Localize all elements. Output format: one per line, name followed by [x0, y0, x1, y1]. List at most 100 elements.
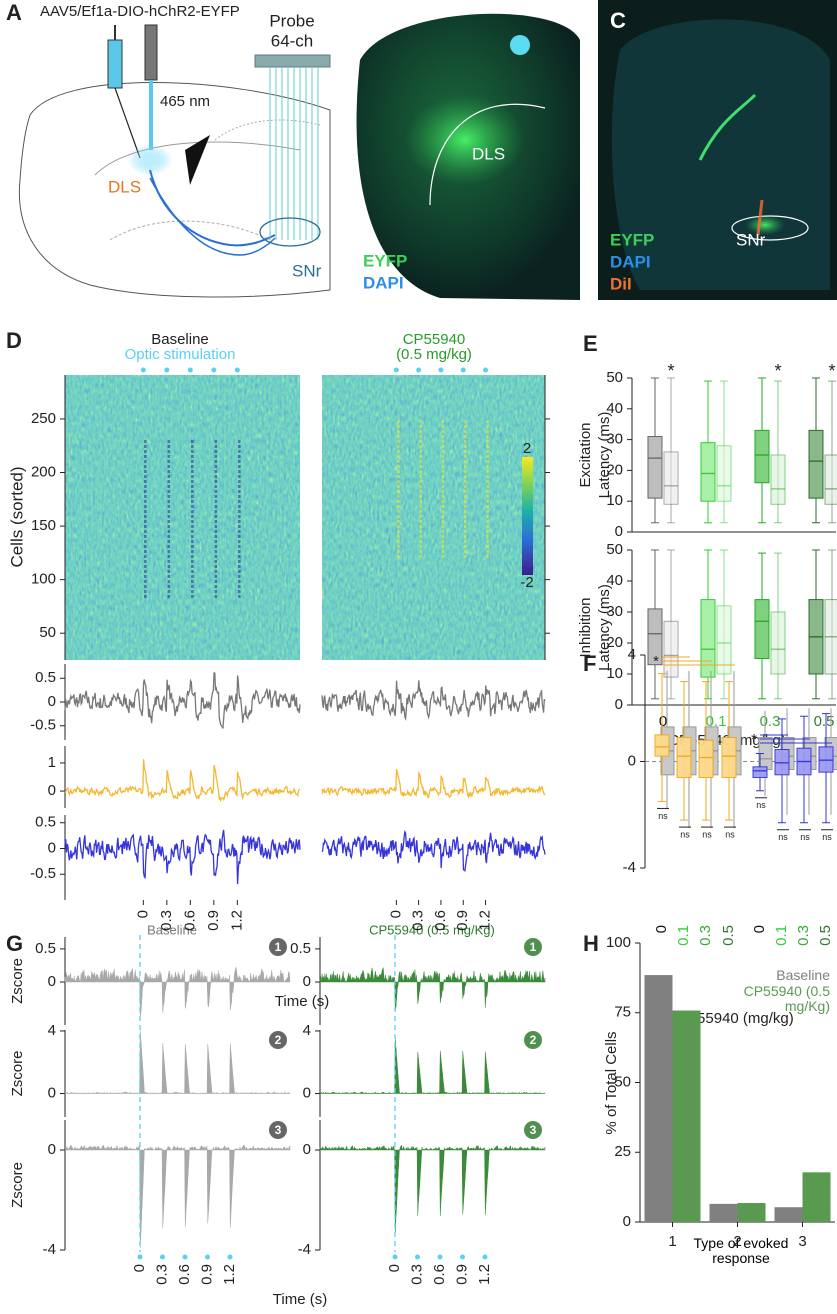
x-tick-label: 0.6: [176, 1264, 193, 1285]
y-tick-label: 100: [31, 571, 56, 588]
probe-label: Probe: [269, 11, 314, 30]
x-tick-label: 1.2: [228, 910, 245, 931]
y-tick-label: 30: [606, 603, 623, 620]
y-tick-label: 0.5: [290, 940, 311, 957]
stim-dot: [182, 1254, 188, 1260]
column-subtitle: (0.5 mg/kg): [396, 346, 472, 363]
box: [752, 766, 768, 778]
x-tick-label: 0.1: [773, 925, 790, 946]
trace: [321, 829, 546, 873]
badge: [269, 1121, 287, 1139]
stim-dot: [211, 367, 217, 373]
badge-label: 3: [530, 1123, 537, 1137]
significance-star: *: [774, 361, 781, 381]
stain-label: EYFP: [610, 230, 654, 249]
trace: [64, 829, 301, 885]
y-axis-label: Inhibition: [577, 597, 594, 657]
ns-label: ns: [658, 811, 668, 821]
badge: [524, 1031, 542, 1049]
column-title: Baseline: [147, 922, 197, 937]
y-tick-label: 0.5: [35, 669, 56, 686]
box: [698, 739, 714, 778]
box: [721, 737, 737, 778]
x-tick-label: 0.9: [454, 910, 471, 931]
stim-dot: [392, 1254, 398, 1260]
ns-label: ns: [822, 832, 832, 842]
y-tick-label: 0: [48, 782, 56, 799]
stim-dot: [140, 367, 146, 373]
stim-dot: [483, 367, 489, 373]
region-label: DLS: [108, 177, 141, 196]
box: [808, 429, 824, 499]
y-tick-label: 10: [606, 492, 623, 509]
trace-area: [64, 1144, 291, 1248]
bar: [709, 1203, 738, 1222]
histology-image: [598, 0, 837, 300]
trace-area: [319, 967, 546, 1011]
x-tick-label: 0.6: [181, 910, 198, 931]
y-tick-label: -4: [623, 859, 636, 876]
schematic: [18, 24, 331, 298]
y-tick-label: 0: [623, 1213, 631, 1230]
legend-entry-box: Baseline: [776, 968, 830, 983]
panel-letter: B: [357, 8, 373, 33]
stim-dot: [187, 367, 193, 373]
trace: [321, 680, 546, 722]
virus-label: AAV5/Ef1a-DIO-hChR2-EYFP: [40, 3, 240, 20]
y-tick-label: 50: [606, 541, 623, 558]
legend-entry: CP55940 (0.5 mg/Kg): [743, 984, 830, 1014]
stain-label: EYFP: [363, 251, 407, 270]
y-tick-label: 0: [303, 1084, 311, 1101]
panel-letter: D: [6, 328, 22, 353]
box: [676, 737, 692, 778]
x-tick-label: 2: [733, 1233, 741, 1250]
trace: [64, 672, 301, 729]
box: [818, 746, 834, 773]
stain-label: DAPI: [610, 252, 651, 271]
stain-label: DAPI: [363, 273, 404, 292]
x-tick-label: 0.3: [153, 1264, 170, 1285]
box: [716, 445, 732, 502]
y-axis-label: Latency (ms): [596, 412, 613, 499]
badge-label: 3: [275, 1123, 282, 1137]
y-tick-label: 150: [31, 517, 56, 534]
box: [716, 605, 732, 675]
x-tick-label: 0.3: [410, 910, 427, 931]
panel-letter: A: [6, 0, 22, 25]
y-tick-label: 0: [615, 696, 623, 713]
y-tick-label: 0: [48, 1141, 56, 1158]
light-label: 465 nm: [160, 93, 210, 110]
y-tick-label: 200: [31, 463, 56, 480]
box: [700, 599, 716, 678]
y-tick-label: 10: [606, 665, 623, 682]
y-tick-label: -4: [298, 1241, 311, 1258]
stim-dot: [393, 367, 399, 373]
heatmap: [65, 375, 300, 660]
probe-label: 64-ch: [271, 31, 314, 50]
column-title: CP55940: [403, 331, 466, 348]
x-tick-label: 0: [387, 910, 404, 918]
box: [663, 620, 679, 678]
x-tick-label: 0: [134, 910, 151, 918]
y-tick-label: 4: [628, 646, 636, 663]
stim-dot: [437, 1254, 443, 1260]
trace: [321, 768, 546, 799]
y-tick-label: 20: [606, 461, 623, 478]
x-tick-label: 0: [131, 1264, 148, 1272]
badge-label: 2: [275, 1033, 282, 1047]
x-tick-label: 0: [659, 713, 667, 730]
box: [663, 451, 679, 505]
trace-area: [64, 967, 291, 1017]
x-axis-label: Time (s): [273, 1291, 327, 1308]
stim-dot: [227, 1254, 233, 1260]
y-tick-label: 0: [48, 1084, 56, 1101]
y-tick-label: 30: [606, 431, 623, 448]
stim-dot: [160, 1254, 165, 1260]
x-tick-label: 0.5: [720, 925, 737, 946]
trace-area: [64, 1029, 291, 1095]
x-tick-label: 0.3: [158, 910, 175, 931]
y-tick-label: -0.5: [30, 717, 56, 734]
trace: [64, 759, 301, 803]
y-axis-label: Latency (ms): [596, 584, 613, 671]
